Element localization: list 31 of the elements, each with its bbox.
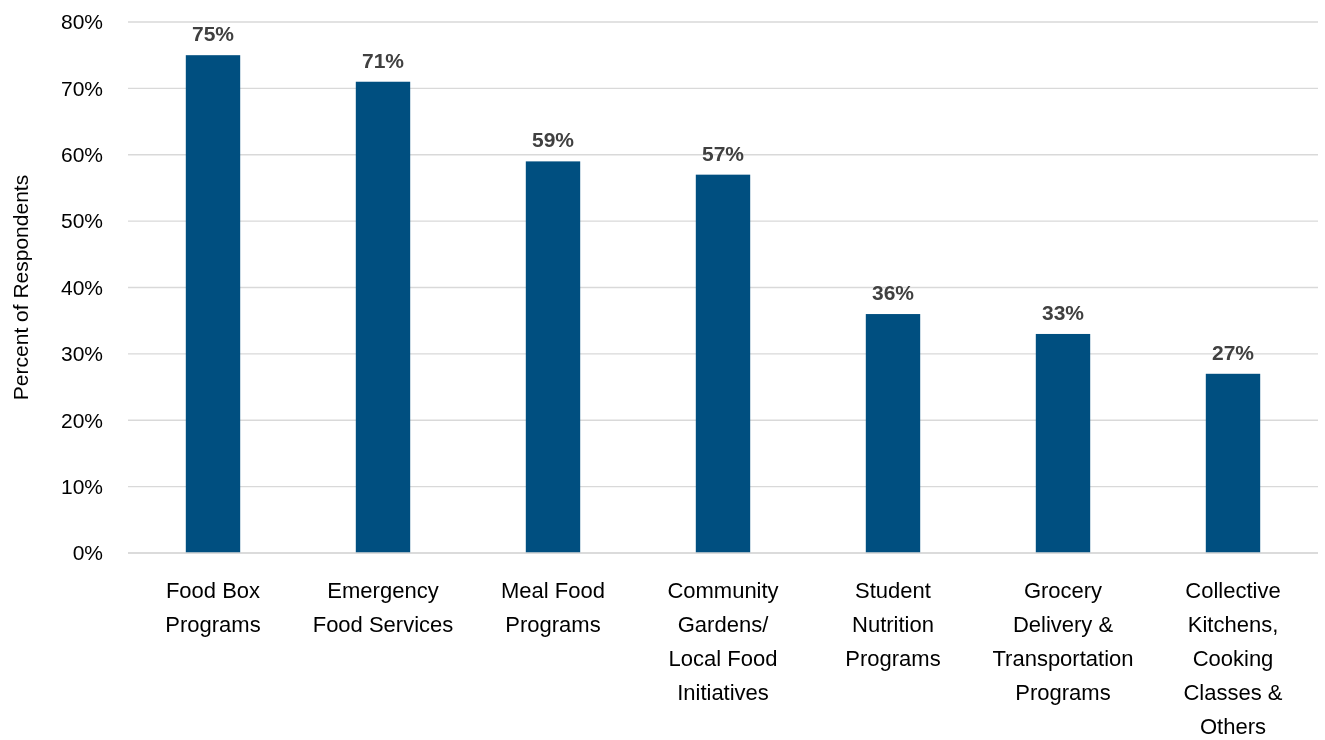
y-axis-title: Percent of Respondents <box>9 174 32 401</box>
x-tick-label: Collective Kitchens, Cooking Classes & Others <box>1183 578 1283 739</box>
bar <box>1035 333 1091 553</box>
y-tick-label: 30% <box>60 342 103 366</box>
data-label: 71% <box>361 48 405 72</box>
data-label: 36% <box>871 281 915 305</box>
x-tick-label: Meal Food Programs <box>501 578 605 637</box>
y-tick-label: 40% <box>60 275 103 299</box>
y-tick-label: 70% <box>60 76 103 100</box>
y-tick-label: 80% <box>60 10 103 34</box>
x-tick-label: Food Box Programs <box>165 578 261 637</box>
bar <box>355 81 411 553</box>
data-label: 59% <box>531 128 575 152</box>
bar <box>1205 373 1261 553</box>
y-tick-label: 20% <box>60 408 103 432</box>
data-label: 75% <box>191 22 235 46</box>
y-tick-label: 60% <box>60 143 103 167</box>
y-tick-label: 10% <box>60 474 103 498</box>
y-tick-label: 0% <box>72 541 103 565</box>
x-tick-label: Emergency Food Services <box>312 578 454 637</box>
data-label: 57% <box>701 141 745 165</box>
data-label: 33% <box>1041 300 1085 324</box>
bar <box>865 314 921 553</box>
x-tick-label: Student Nutrition Programs <box>845 578 941 671</box>
y-tick-label: 50% <box>60 209 103 233</box>
x-tick-label: Grocery Delivery & Transportation Programs <box>992 578 1134 705</box>
x-tick-label: Community Gardens/ Local Food Initiatives <box>667 578 779 705</box>
bar <box>695 174 751 553</box>
data-label: 27% <box>1211 340 1255 364</box>
bar <box>525 161 581 553</box>
bar <box>185 55 241 553</box>
